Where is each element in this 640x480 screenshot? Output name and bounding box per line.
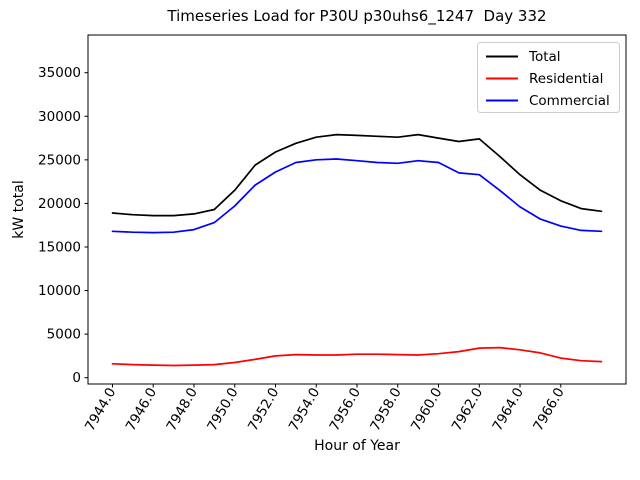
x-tick-label: 7958.0 [367,385,404,434]
x-axis-label: Hour of Year [314,438,400,454]
x-tick-label: 7964.0 [490,385,527,434]
y-tick-label: 35000 [38,65,81,81]
series-line-residential [111,346,603,367]
x-tick-label: 7952.0 [245,385,282,434]
x-tick-label: 7948.0 [163,385,200,434]
series-line-total [111,133,603,217]
x-tick-label: 7966.0 [530,385,567,434]
y-tick-label: 0 [72,370,81,386]
y-tick-label: 20000 [38,196,81,212]
x-tick-label: 7960.0 [408,385,445,434]
y-tick-label: 15000 [38,239,81,255]
legend-label-commercial: Commercial [529,93,610,109]
y-tick-label: 10000 [38,283,81,299]
x-tick-label: 7946.0 [123,385,160,434]
x-tick-label: 7956.0 [326,385,363,434]
y-tick-label: 25000 [38,152,81,168]
x-tick-label: 7954.0 [286,385,323,434]
x-tick-label: 7962.0 [449,385,486,434]
y-axis-label: kW total [11,180,27,238]
chart-title: Timeseries Load for P30U p30uhs6_1247 Da… [166,7,546,26]
x-tick-label: 7944.0 [82,385,119,434]
legend-label-total: Total [528,49,561,65]
series-line-commercial [111,158,603,234]
legend-label-residential: Residential [529,71,603,87]
legend-frame [477,42,620,113]
series-lines [111,133,603,367]
y-tick-label: 30000 [38,109,81,125]
legend: Total Residential Commercial [477,42,620,113]
y-tick-label: 5000 [47,327,81,343]
x-tick-label: 7950.0 [204,385,241,434]
